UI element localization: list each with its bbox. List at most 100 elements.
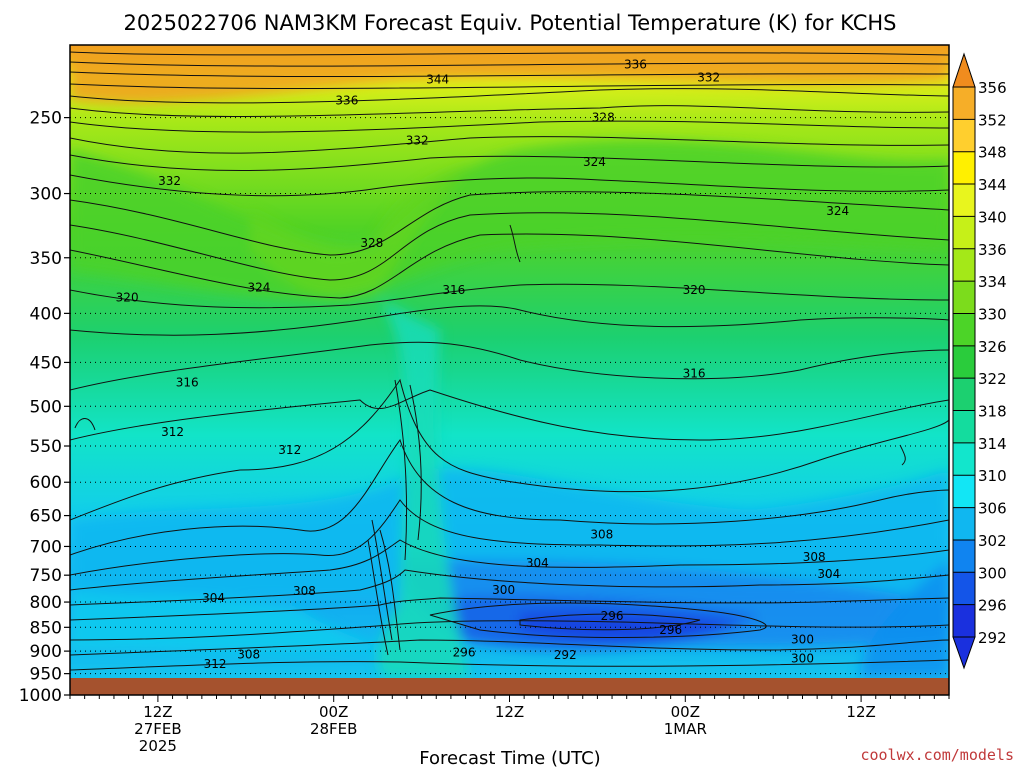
contour-label: 292	[554, 648, 577, 662]
colorbar-tick-label: 334	[978, 273, 1007, 291]
colorbar-top-arrow	[952, 52, 976, 88]
colorbar-swatch	[953, 87, 975, 120]
contour-label: 344	[426, 72, 449, 86]
x-axis-label: Forecast Time (UTC)	[419, 748, 600, 768]
contour-label: 336	[335, 94, 358, 108]
colorbar-swatch	[953, 572, 975, 606]
x-tick-label: 2025	[139, 737, 177, 755]
colorbar-swatch	[953, 313, 975, 347]
contour-label: 308	[590, 527, 613, 541]
contour-label: 312	[204, 657, 227, 671]
colorbar-tick-label: 336	[978, 241, 1007, 259]
contour-label: 308	[803, 550, 826, 564]
contour-label: 304	[202, 591, 225, 605]
contour-label: 332	[697, 70, 720, 84]
contour-label: 328	[360, 236, 383, 250]
contour-label: 304	[526, 556, 549, 570]
y-tick-label: 250	[30, 109, 62, 129]
colorbar-tick-label: 314	[978, 435, 1007, 453]
colorbar: 356 352 348 344 340 336 334 330 326 322 318 314 310 3…	[952, 52, 1007, 670]
colorbar-swatch	[953, 216, 975, 250]
credit-text: coolwx.com/models	[860, 746, 1014, 764]
y-tick-label: 750	[30, 566, 62, 586]
x-tick-label: 00Z	[671, 703, 700, 721]
colorbar-tick-label: 322	[978, 370, 1007, 388]
y-tick-label: 300	[30, 185, 62, 205]
contour-label: 312	[161, 425, 184, 439]
contour-label: 332	[158, 174, 181, 188]
colorbar-swatch	[953, 378, 975, 412]
colorbar-tick-label: 306	[978, 500, 1007, 518]
x-tick-label: 12Z	[143, 703, 172, 721]
x-tick-label: 1MAR	[664, 720, 707, 738]
contour-label: 296	[659, 623, 682, 637]
x-tick-label: 27FEB	[134, 720, 181, 738]
y-tick-label: 700	[30, 537, 62, 557]
y-tick-label: 650	[30, 507, 62, 527]
x-tick-label: 12Z	[846, 703, 875, 721]
contour-label: 320	[116, 290, 139, 304]
y-tick-label: 950	[30, 665, 62, 685]
contour-label: 304	[817, 567, 840, 581]
x-tick-label: 28FEB	[310, 720, 357, 738]
colorbar-swatch	[953, 604, 975, 638]
colorbar-swatch	[953, 442, 975, 476]
colorbar-tick-label: 344	[978, 176, 1007, 194]
contour-label: 296	[601, 609, 624, 623]
colorbar-swatch	[953, 507, 975, 541]
colorbar-tick-label: 326	[978, 338, 1007, 356]
contour-label: 324	[248, 281, 271, 295]
colorbar-tick-label: 340	[978, 208, 1007, 226]
contour-label: 316	[442, 283, 465, 297]
colorbar-tick-label: 352	[978, 111, 1007, 129]
contour-label: 296	[453, 646, 476, 660]
x-tick-label: 00Z	[319, 703, 348, 721]
ground-strip	[70, 678, 949, 695]
y-tick-label: 350	[30, 249, 62, 269]
colorbar-tick-label: 292	[978, 629, 1007, 647]
contour-label: 300	[791, 651, 814, 665]
colorbar-swatch	[953, 151, 975, 185]
contour-label: 324	[826, 204, 849, 218]
contour-label: 324	[583, 155, 606, 169]
y-tick-label: 900	[30, 642, 62, 662]
colorbar-swatch	[953, 345, 975, 379]
contour-label: 308	[237, 647, 260, 661]
colorbar-tick-label: 300	[978, 564, 1007, 582]
colorbar-swatch	[953, 119, 975, 153]
contour-label: 332	[406, 133, 429, 147]
colorbar-tick-label: 310	[978, 467, 1007, 485]
colorbar-tick-label: 330	[978, 305, 1007, 323]
y-tick-label: 1000	[19, 686, 62, 706]
contour-label: 312	[278, 443, 301, 457]
contour-label: 316	[176, 375, 199, 389]
contour-label: 300	[791, 632, 814, 646]
contour-label: 336	[624, 57, 647, 71]
colorbar-tick-label: 296	[978, 597, 1007, 615]
chart-title: 2025022706 NAM3KM Forecast Equiv. Potent…	[124, 11, 897, 35]
colorbar-swatch	[953, 281, 975, 314]
y-tick-label: 600	[30, 473, 62, 493]
y-tick-label: 550	[30, 437, 62, 457]
colorbar-tick-label: 302	[978, 532, 1007, 550]
colorbar-swatch	[953, 184, 975, 217]
y-tick-label: 450	[30, 353, 62, 373]
plot-area: 344 336 332 336 328 332 332 324 324 328 324 316 320 3…	[70, 45, 949, 695]
colorbar-swatch	[953, 539, 975, 573]
y-tick-label: 500	[30, 397, 62, 417]
x-tick-label: 12Z	[495, 703, 524, 721]
colorbar-swatch	[953, 410, 975, 444]
colorbar-tick-label: 318	[978, 403, 1007, 421]
colorbar-bottom-arrow	[952, 636, 976, 670]
colorbar-tick-label: 356	[978, 79, 1007, 97]
y-tick-label: 850	[30, 618, 62, 638]
colorbar-swatch	[953, 248, 975, 282]
contour-label: 308	[293, 584, 316, 598]
y-tick-label: 400	[30, 304, 62, 324]
colorbar-tick-label: 348	[978, 144, 1007, 162]
contour-label: 320	[683, 283, 706, 297]
contour-label: 316	[683, 366, 706, 380]
contour-label: 300	[492, 583, 515, 597]
